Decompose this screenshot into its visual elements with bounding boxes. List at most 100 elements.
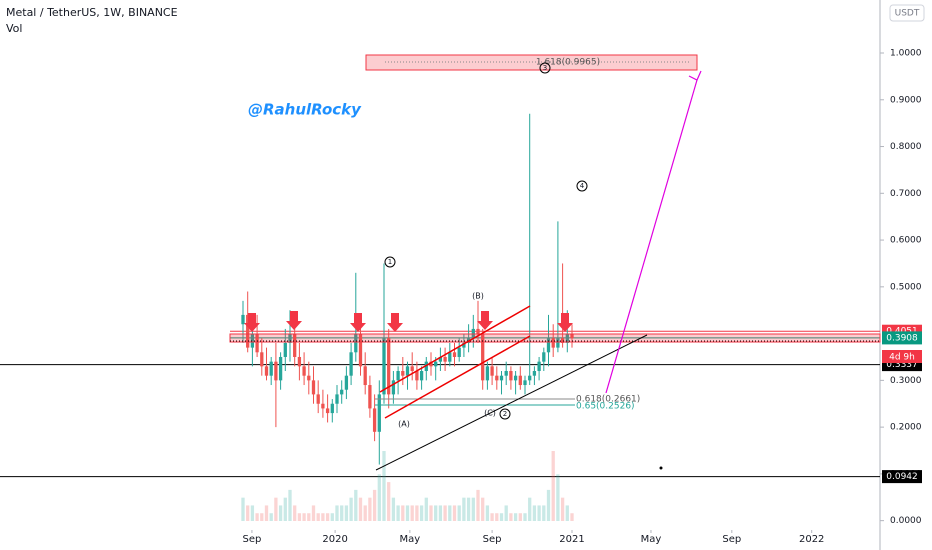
y-tick-label: 0.5000: [890, 282, 922, 292]
dot-marker: [659, 466, 663, 470]
volume-bar: [499, 513, 504, 521]
price-label: 0.3337: [886, 360, 918, 370]
candle-body: [387, 338, 391, 395]
candle-body: [419, 371, 424, 381]
y-tick-label: 0.8000: [890, 142, 922, 152]
candle-body: [283, 342, 287, 357]
x-tick-label: Sep: [483, 534, 502, 545]
volume-bar: [485, 505, 490, 521]
countdown-box: [882, 350, 922, 363]
volume-bar: [293, 505, 297, 521]
candle-body: [293, 333, 297, 357]
volume-bar: [358, 497, 363, 521]
volume-bar: [495, 513, 499, 521]
candle-body: [452, 352, 457, 357]
volume-bar: [542, 505, 546, 521]
volume-bar: [570, 513, 574, 521]
y-tick-label: 0.6000: [890, 236, 922, 246]
volume-bar: [250, 505, 255, 521]
y-tick-label: 0.9000: [890, 95, 922, 105]
price-label-box: [882, 331, 922, 345]
volume-bar: [513, 513, 518, 521]
candle-body: [542, 352, 546, 362]
volume-bar: [372, 489, 377, 521]
candle-body: [321, 403, 325, 409]
volume-bar: [349, 497, 353, 521]
countdown-label: 4d 9h: [889, 353, 915, 363]
wave-label: (A): [398, 420, 410, 429]
volume-bar: [363, 505, 367, 521]
volume-bar: [354, 489, 358, 521]
volume-bar: [377, 474, 381, 521]
volume-bar: [537, 505, 541, 521]
price-label: 0.3908: [886, 333, 918, 343]
volume-bar: [264, 505, 269, 521]
volume-bar: [551, 451, 555, 521]
candle-body: [546, 338, 551, 353]
projection-arrow: [605, 79, 698, 394]
volume-bar: [396, 505, 400, 521]
volume-bar: [311, 505, 316, 521]
volume-bar: [528, 497, 532, 521]
candle-body: [377, 394, 381, 432]
volume-bar: [405, 505, 410, 521]
volume-bar: [325, 513, 330, 521]
volume-bar: [490, 513, 494, 521]
candle-body: [438, 356, 443, 362]
candle-body: [481, 333, 485, 381]
candle-body: [354, 333, 358, 353]
volume-bar: [330, 513, 334, 521]
fib-label: 0.618(0.2661): [576, 395, 640, 405]
volume-bar: [560, 497, 565, 521]
volume-bar: [532, 505, 537, 521]
candle-body: [405, 366, 410, 376]
volume-bar: [429, 505, 433, 521]
volume-bar: [457, 505, 461, 521]
x-tick-label: May: [400, 534, 421, 545]
candle-body: [462, 342, 466, 348]
wave-label: (C): [484, 409, 496, 418]
candle-body: [434, 361, 438, 367]
candle-body: [396, 371, 400, 381]
candle-body: [255, 333, 259, 353]
volume-bar: [241, 497, 245, 521]
candle-body: [344, 375, 349, 390]
volume-bar: [546, 489, 551, 521]
volume-bar: [523, 513, 527, 521]
symbol-title: Metal / TetherUS, 1W, BINANCE: [6, 6, 178, 19]
volume-bar: [462, 497, 466, 521]
wave-label: 4: [580, 182, 585, 190]
volume-bar: [481, 497, 485, 521]
signal-arrow: [557, 313, 573, 332]
candle-body: [260, 352, 264, 367]
candle-body: [457, 347, 461, 357]
volume-bar: [340, 505, 344, 521]
candle-body: [504, 371, 508, 376]
y-tick-label: 0.2000: [890, 423, 922, 433]
signal-arrow: [477, 311, 493, 330]
volume-bar: [509, 513, 513, 521]
candle-body: [340, 389, 344, 395]
volume-bar: [448, 505, 452, 521]
volume-bar: [466, 497, 471, 521]
candle-body: [528, 375, 532, 381]
y-tick-label: 0.7000: [890, 189, 922, 199]
volume-bar: [283, 497, 287, 521]
currency-button[interactable]: [889, 4, 925, 22]
wave-label: 1: [388, 258, 392, 266]
candle-body: [250, 333, 255, 348]
volume-bar: [391, 497, 396, 521]
candle-body: [476, 328, 480, 334]
wave-circle: [539, 62, 551, 74]
candle-body: [448, 352, 452, 362]
candle-body: [368, 385, 372, 409]
wave-label: 2: [503, 410, 507, 418]
volume-bar: [368, 497, 372, 521]
candle-body: [424, 361, 428, 372]
candle-body: [513, 375, 518, 381]
arrow-head: [688, 70, 702, 81]
volume-bar: [443, 505, 447, 521]
x-tick-label: 2021: [559, 534, 584, 545]
candle-body: [246, 314, 250, 348]
